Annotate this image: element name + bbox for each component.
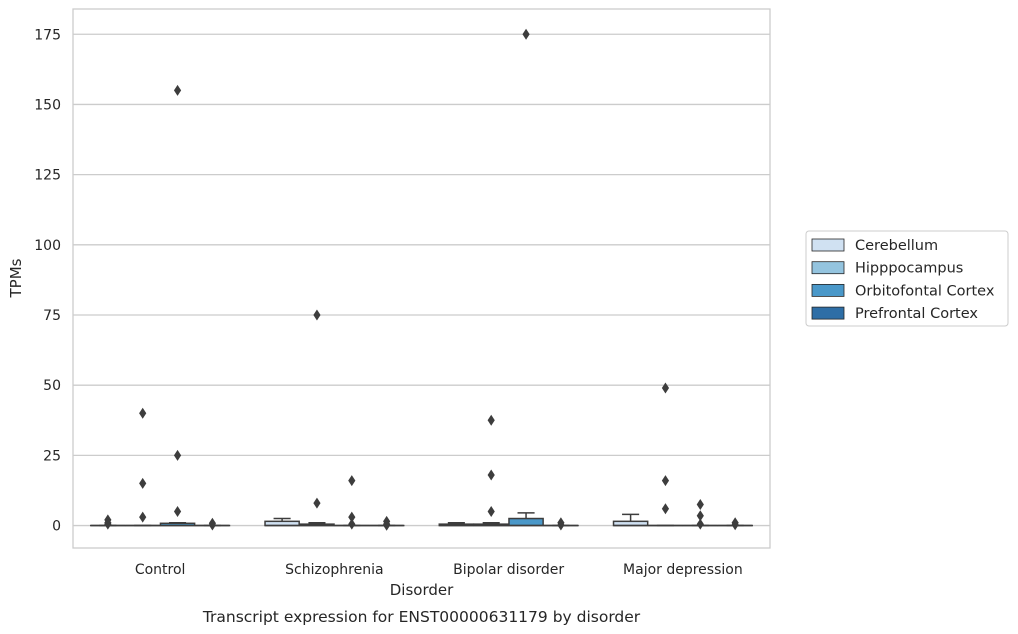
outlier-point — [104, 518, 112, 530]
outlier-point — [487, 469, 495, 481]
outlier-point — [173, 84, 182, 96]
legend-swatch — [811, 283, 845, 297]
y-tick-labels: 0 25 50 75 100 125 150 175 — [34, 27, 61, 534]
legend-label: Hipppocampus — [855, 261, 963, 277]
legend-swatch — [811, 261, 845, 275]
outlier-point — [348, 518, 356, 530]
outlier-points — [104, 28, 739, 531]
outlier-point — [313, 497, 321, 509]
outlier-point — [696, 518, 704, 530]
y-tick-label: 175 — [34, 27, 61, 43]
legend-label: Prefrontal Cortex — [855, 306, 978, 322]
outlier-point — [557, 519, 565, 531]
outlier-point — [139, 477, 147, 489]
legend-swatch — [811, 306, 845, 320]
outlier-point — [383, 519, 391, 531]
y-tick-label: 75 — [43, 308, 61, 324]
legend-frame — [805, 230, 1009, 327]
outlier-point — [139, 407, 147, 419]
outlier-point — [522, 28, 530, 40]
y-tick-label: 125 — [34, 168, 61, 184]
outlier-point — [313, 309, 321, 321]
outlier-point — [487, 414, 495, 426]
x-axis-label: Disorder — [390, 581, 454, 599]
x-tick-label: Schizophrenia — [285, 562, 383, 578]
chart-caption: Transcript expression for ENST0000063117… — [202, 608, 641, 626]
outlier-point — [173, 506, 182, 518]
outlier-point — [696, 498, 704, 510]
y-tick-label: 25 — [43, 448, 61, 464]
legend-label: Cerebellum — [855, 238, 938, 254]
y-tick-label: 0 — [52, 519, 61, 535]
outlier-point — [208, 519, 216, 531]
outlier-point — [661, 503, 670, 515]
boxes — [90, 512, 753, 527]
x-tick-label: Bipolar disorder — [453, 562, 564, 578]
x-tick-label: Control — [135, 562, 186, 578]
x-tick-label: Major depression — [623, 562, 743, 578]
outlier-point — [348, 475, 356, 487]
y-tick-label: 50 — [43, 378, 61, 394]
legend-swatch — [811, 238, 845, 252]
outlier-point — [348, 511, 356, 523]
outlier-point — [661, 475, 670, 487]
x-tick-labels: Control Schizophrenia Bipolar disorder Majo… — [135, 562, 743, 578]
outlier-point — [173, 449, 182, 461]
y-tick-label: 100 — [34, 238, 61, 254]
box-body — [508, 517, 544, 527]
y-tick-label: 150 — [34, 97, 61, 113]
y-axis-label: TPMs — [7, 258, 25, 298]
gridlines — [73, 33, 770, 527]
outlier-point — [696, 510, 704, 522]
legend: Cerebellum Hipppocampus Orbitofontal Corte… — [805, 230, 1009, 327]
outlier-point — [139, 511, 147, 523]
outlier-point — [661, 382, 670, 394]
legend-label: Orbitofontal Cortex — [855, 283, 995, 299]
outlier-point — [731, 519, 739, 531]
plot-area-frame — [72, 8, 771, 549]
outlier-point — [487, 506, 495, 518]
